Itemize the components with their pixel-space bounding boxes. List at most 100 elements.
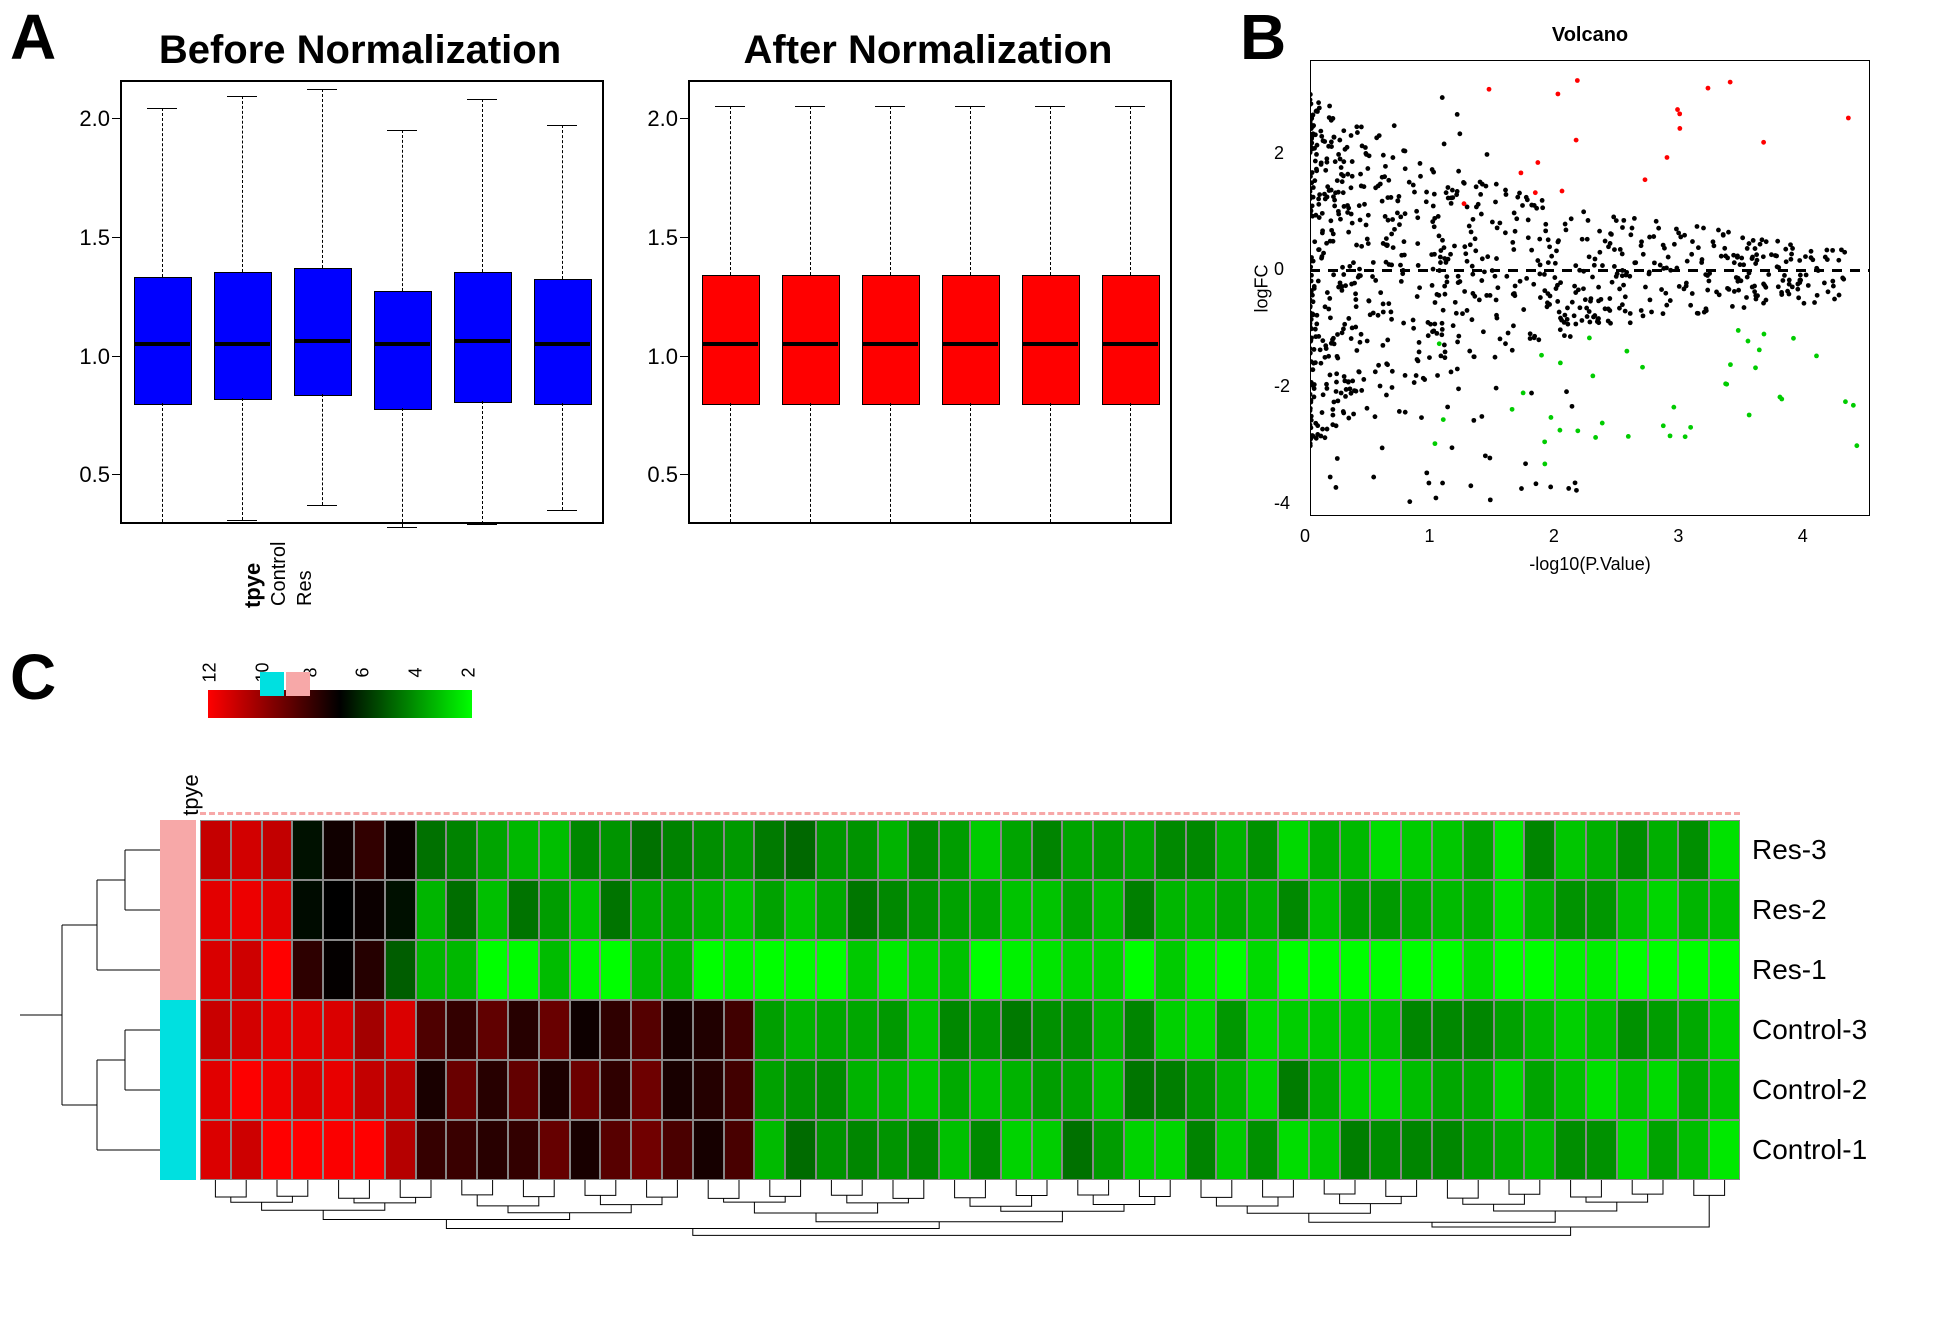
heat-cell [1401,940,1432,1000]
colorbar-tick: 2 [459,667,480,677]
whisker [402,130,403,292]
heat-cell [1093,880,1124,940]
heat-cell [1093,1120,1124,1180]
heat-cell [693,1060,724,1120]
ytick-label: 2 [1274,143,1284,164]
heat-cell [1617,1120,1648,1180]
heat-cell [847,820,878,880]
heat-cell [1586,820,1617,880]
heat-cell [1001,940,1032,1000]
colorbar-tick: 6 [353,667,374,677]
heat-cell [231,940,262,1000]
heat-cell [847,880,878,940]
whisker [242,398,243,519]
heat-cell [354,820,385,880]
heat-cell [446,1060,477,1120]
whisker [890,403,891,522]
heat-cell [1340,940,1371,1000]
box-median [702,342,758,346]
heat-cell [200,880,231,940]
heat-cell [847,940,878,1000]
heat-cell [908,940,939,1000]
heat-cell [1432,880,1463,940]
whisker [1130,106,1131,275]
heat-cell [662,1120,693,1180]
box [862,275,920,405]
heat-cell [1432,940,1463,1000]
heat-cell [416,940,447,1000]
heat-cell [508,880,539,940]
heat-cell [231,880,262,940]
whisker-cap [795,522,826,523]
heat-row-label: Res-1 [1752,954,1827,986]
box-median [454,339,510,343]
heat-cell [1062,1000,1093,1060]
heat-cell [1001,820,1032,880]
heat-row-group-annot [160,1060,196,1120]
xtick-label: 2 [1549,526,1559,547]
volcano-ylabel: logFC [1252,264,1273,312]
boxplot-frame: 0.51.01.52.0 [688,80,1172,524]
heat-cell [939,1120,970,1180]
heat-cell [1278,880,1309,940]
boxplot-frame: 0.51.01.52.0 [120,80,604,524]
heat-cell [262,1120,293,1180]
box-median [1022,342,1078,346]
heat-cell [724,1060,755,1120]
whisker [730,403,731,522]
heat-cell [754,1120,785,1180]
heat-cell [1524,1060,1555,1120]
ytick [680,118,690,119]
heat-cell [785,1120,816,1180]
heat-cell [1678,940,1709,1000]
heat-cell [477,880,508,940]
heat-cell [1494,880,1525,940]
legend-title: tpye [240,563,266,608]
volcano-xlabel: -log10(P.Value) [1310,554,1870,575]
heat-cell [1678,1000,1709,1060]
heat-cell [1124,820,1155,880]
heat-cell [477,1120,508,1180]
heat-cell [754,940,785,1000]
heat-cell [1093,1060,1124,1120]
heat-cell [878,880,909,940]
heat-cell [662,1060,693,1120]
heat-cell [939,880,970,940]
whisker [242,96,243,272]
heat-cell [1524,880,1555,940]
heat-cell [1370,1120,1401,1180]
heat-cell [1124,940,1155,1000]
heat-cell [323,820,354,880]
whisker-cap [715,106,746,107]
heat-cell [1093,940,1124,1000]
whisker-cap [715,522,746,523]
heat-cell [1340,880,1371,940]
whisker-cap [307,89,338,90]
heat-cell [1617,1060,1648,1120]
heat-cell [693,1120,724,1180]
heat-cell [1709,1060,1740,1120]
heat-cell [600,1120,631,1180]
heat-cell [1586,1060,1617,1120]
heat-cell [1617,1000,1648,1060]
heat-cell [477,820,508,880]
heat-cell [785,1000,816,1060]
whisker [162,403,163,522]
heat-annot-title: tpye [178,774,204,816]
panel-label-c: C [10,640,56,714]
heat-cell [1216,820,1247,880]
whisker [482,99,483,273]
heat-cell [693,880,724,940]
box-median [134,342,190,346]
heat-cell [724,940,755,1000]
heat-cell [1216,1120,1247,1180]
heat-cell [262,1060,293,1120]
heat-cell [416,1120,447,1180]
panel-label-b: B [1240,0,1286,74]
heat-cell [477,1060,508,1120]
heat-cell [1062,1120,1093,1180]
heat-cell [1309,940,1340,1000]
ytick [680,356,690,357]
ytick-label: 1.5 [70,225,110,251]
heat-cell [1401,1120,1432,1180]
